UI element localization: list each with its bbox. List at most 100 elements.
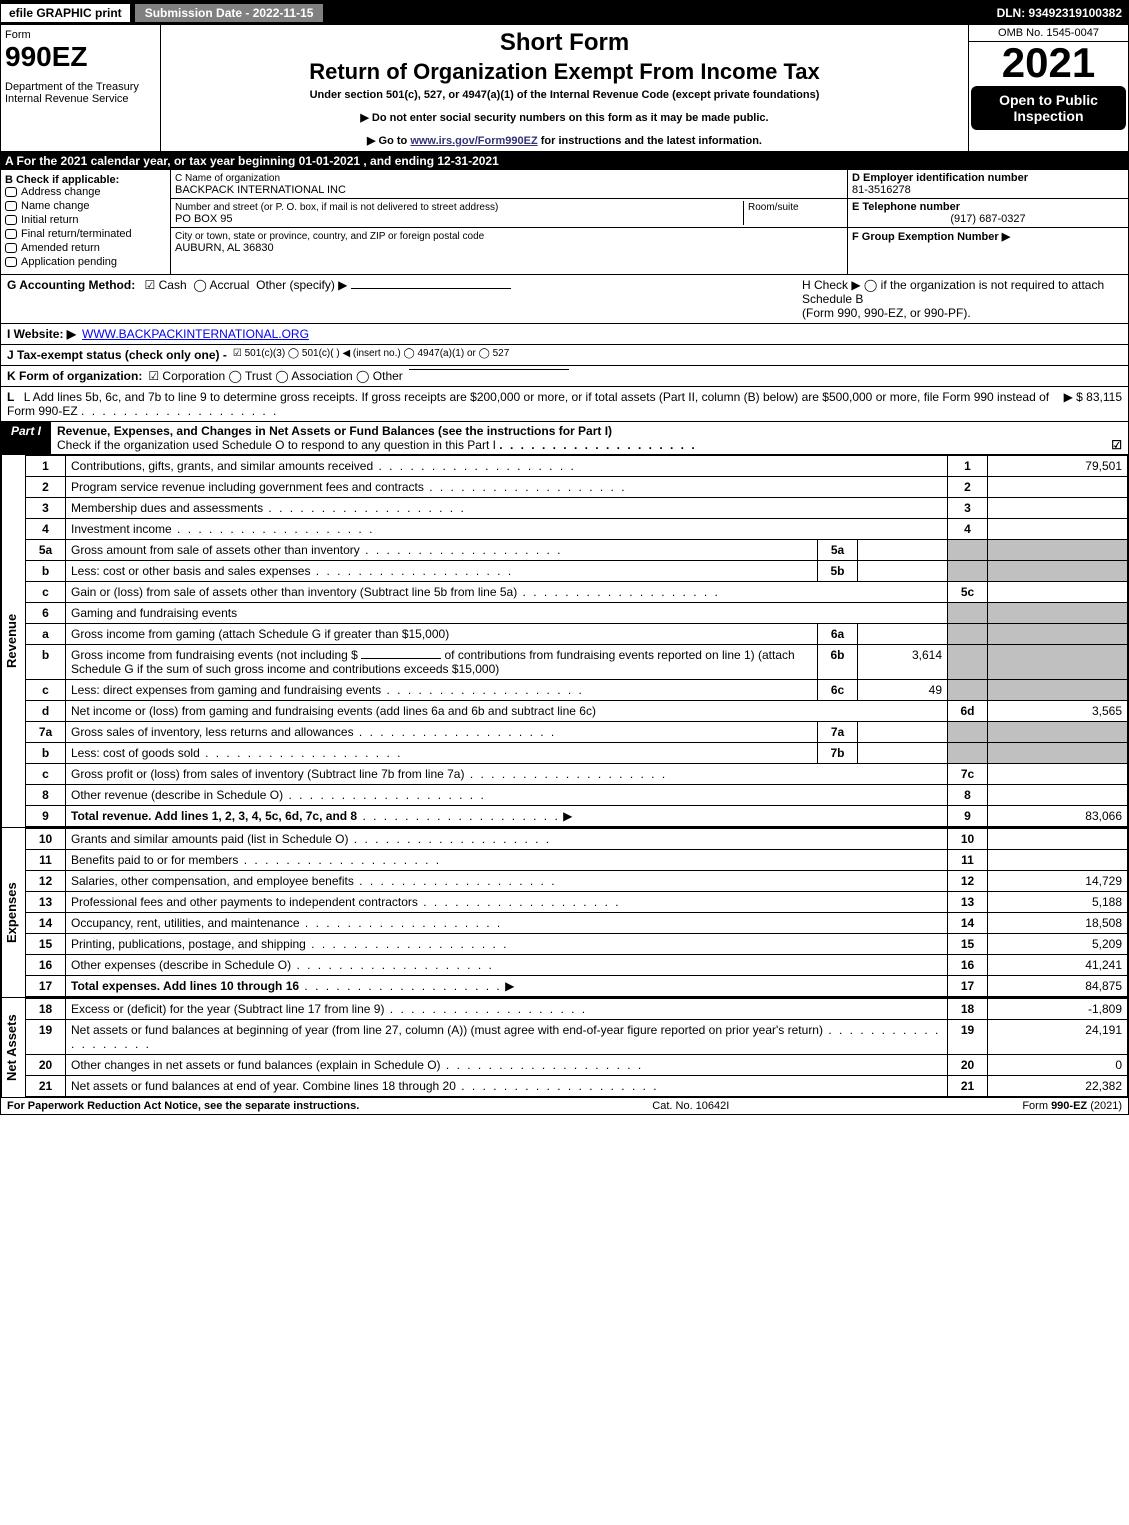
- line-3: 3Membership dues and assessments3: [26, 498, 1128, 519]
- ein-label: D Employer identification number: [852, 172, 1028, 184]
- l-amount: ▶ $ 83,115: [1064, 390, 1122, 404]
- line-20: 20Other changes in net assets or fund ba…: [26, 1055, 1128, 1076]
- j-options: ☑ 501(c)(3) ◯ 501(c)( ) ◀ (insert no.) ◯…: [233, 348, 509, 359]
- g-accrual[interactable]: ◯ Accrual: [193, 278, 249, 292]
- line-14: 14Occupancy, rent, utilities, and mainte…: [26, 913, 1128, 934]
- under-section-note: Under section 501(c), 527, or 4947(a)(1)…: [165, 89, 964, 101]
- g-cash[interactable]: ☑ Cash: [145, 278, 187, 292]
- net-assets-vertical-label: Net Assets: [1, 998, 25, 1097]
- l-dots: [81, 404, 278, 418]
- revenue-vertical-label: Revenue: [1, 455, 25, 827]
- line-7b: bLess: cost of goods sold7b: [26, 743, 1128, 764]
- line-6b: bGross income from fundraising events (n…: [26, 645, 1128, 680]
- line-11: 11Benefits paid to or for members11: [26, 850, 1128, 871]
- line-7c: cGross profit or (loss) from sales of in…: [26, 764, 1128, 785]
- net-assets-table: 18Excess or (deficit) for the year (Subt…: [25, 998, 1128, 1097]
- part-i-checkbox[interactable]: ☑: [1111, 438, 1122, 452]
- g-other-line: [351, 288, 511, 289]
- part-i-title: Revenue, Expenses, and Changes in Net As…: [51, 422, 1128, 454]
- street-label: Number and street (or P. O. box, if mail…: [175, 202, 498, 213]
- efile-print-label[interactable]: efile GRAPHIC print: [1, 4, 130, 22]
- footer-left: For Paperwork Reduction Act Notice, see …: [7, 1100, 359, 1112]
- k-options: ☑ Corporation ◯ Trust ◯ Association ◯ Ot…: [148, 369, 402, 383]
- website-link[interactable]: WWW.BACKPACKINTERNATIONAL.ORG: [82, 327, 309, 341]
- net-assets-section: Net Assets 18Excess or (deficit) for the…: [1, 998, 1128, 1098]
- line-2: 2Program service revenue including gover…: [26, 477, 1128, 498]
- org-name-value: BACKPACK INTERNATIONAL INC: [175, 184, 346, 196]
- g-other[interactable]: Other (specify) ▶: [256, 278, 347, 292]
- line-19: 19Net assets or fund balances at beginni…: [26, 1020, 1128, 1055]
- line-9: 9Total revenue. Add lines 1, 2, 3, 4, 5c…: [26, 806, 1128, 827]
- line-5a: 5aGross amount from sale of assets other…: [26, 540, 1128, 561]
- section-def: D Employer identification number 81-3516…: [848, 170, 1128, 274]
- section-i-row: I Website: ▶ WWW.BACKPACKINTERNATIONAL.O…: [1, 324, 1128, 345]
- ein-cell: D Employer identification number 81-3516…: [848, 170, 1128, 199]
- street-cell: Number and street (or P. O. box, if mail…: [171, 199, 847, 228]
- part-i-tab: Part I: [1, 422, 51, 454]
- section-b: B Check if applicable: Address change Na…: [1, 170, 171, 274]
- directive-ssn: ▶ Do not enter social security numbers o…: [165, 111, 964, 124]
- line-13: 13Professional fees and other payments t…: [26, 892, 1128, 913]
- revenue-table: 1Contributions, gifts, grants, and simil…: [25, 455, 1128, 827]
- phone-cell: E Telephone number (917) 687-0327: [848, 199, 1128, 228]
- directive-goto: ▶ Go to www.irs.gov/Form990EZ for instru…: [165, 134, 964, 147]
- footer-center: Cat. No. 10642I: [359, 1100, 1022, 1112]
- k-label: K Form of organization:: [7, 369, 142, 383]
- line-6d: dNet income or (loss) from gaming and fu…: [26, 701, 1128, 722]
- room-label: Room/suite: [748, 202, 799, 213]
- h-text2: (Form 990, 990-EZ, or 990-PF).: [802, 306, 1122, 320]
- city-cell: City or town, state or province, country…: [171, 228, 847, 256]
- line-6: 6Gaming and fundraising events: [26, 603, 1128, 624]
- check-final-return[interactable]: Final return/terminated: [5, 228, 166, 240]
- section-h: H Check ▶ ◯ if the organization is not r…: [802, 278, 1122, 320]
- part-i-header: Part I Revenue, Expenses, and Changes in…: [1, 422, 1128, 455]
- section-g-h-row: G Accounting Method: ☑ Cash ◯ Accrual Ot…: [1, 275, 1128, 324]
- header-center: Short Form Return of Organization Exempt…: [161, 25, 968, 151]
- short-form-title: Short Form: [165, 29, 964, 57]
- expenses-section: Expenses 10Grants and similar amounts pa…: [1, 828, 1128, 998]
- line-12: 12Salaries, other compensation, and empl…: [26, 871, 1128, 892]
- line-16: 16Other expenses (describe in Schedule O…: [26, 955, 1128, 976]
- form-label: Form: [5, 29, 156, 41]
- street-value: PO BOX 95: [175, 213, 232, 225]
- check-initial-return[interactable]: Initial return: [5, 214, 166, 226]
- top-bar: efile GRAPHIC print Submission Date - 20…: [1, 1, 1128, 25]
- page-footer: For Paperwork Reduction Act Notice, see …: [1, 1098, 1128, 1114]
- j-label: J Tax-exempt status (check only one) -: [7, 348, 227, 362]
- check-address-change[interactable]: Address change: [5, 186, 166, 198]
- block-bcdef: B Check if applicable: Address change Na…: [1, 170, 1128, 275]
- line-1: 1Contributions, gifts, grants, and simil…: [26, 456, 1128, 477]
- form-number: 990EZ: [5, 41, 156, 73]
- footer-right: Form 990-EZ (2021): [1022, 1100, 1122, 1112]
- line-18: 18Excess or (deficit) for the year (Subt…: [26, 999, 1128, 1020]
- section-g: G Accounting Method: ☑ Cash ◯ Accrual Ot…: [7, 278, 802, 292]
- department-label: Department of the Treasury Internal Reve…: [5, 81, 156, 105]
- line-6a: aGross income from gaming (attach Schedu…: [26, 624, 1128, 645]
- check-name-change[interactable]: Name change: [5, 200, 166, 212]
- phone-value: (917) 687-0327: [852, 213, 1124, 225]
- org-name-label: C Name of organization: [175, 173, 280, 184]
- form-container: efile GRAPHIC print Submission Date - 20…: [0, 0, 1129, 1115]
- ein-value: 81-3516278: [852, 184, 911, 196]
- line-6c: cLess: direct expenses from gaming and f…: [26, 680, 1128, 701]
- h-text1: H Check ▶ ◯ if the organization is not r…: [802, 278, 1122, 306]
- group-exemption-label: F Group Exemption Number ▶: [852, 231, 1010, 243]
- section-b-title: B Check if applicable:: [5, 174, 166, 186]
- website-label: I Website: ▶: [7, 327, 76, 341]
- line-17: 17Total expenses. Add lines 10 through 1…: [26, 976, 1128, 997]
- check-amended-return[interactable]: Amended return: [5, 242, 166, 254]
- tax-year: 2021: [969, 42, 1128, 84]
- line-5c: cGain or (loss) from sale of assets othe…: [26, 582, 1128, 603]
- section-l-row: L L Add lines 5b, 6c, and 7b to line 9 t…: [1, 387, 1128, 422]
- header-left: Form 990EZ Department of the Treasury In…: [1, 25, 161, 151]
- line-8: 8Other revenue (describe in Schedule O)8: [26, 785, 1128, 806]
- check-application-pending[interactable]: Application pending: [5, 256, 166, 268]
- form-header: Form 990EZ Department of the Treasury In…: [1, 25, 1128, 152]
- org-name-cell: C Name of organization BACKPACK INTERNAT…: [171, 170, 847, 199]
- irs-link[interactable]: www.irs.gov/Form990EZ: [410, 135, 537, 147]
- expenses-table: 10Grants and similar amounts paid (list …: [25, 828, 1128, 997]
- line-4: 4Investment income4: [26, 519, 1128, 540]
- g-label: G Accounting Method:: [7, 278, 135, 292]
- open-public-badge: Open to Public Inspection: [971, 86, 1126, 130]
- revenue-section: Revenue 1Contributions, gifts, grants, a…: [1, 455, 1128, 828]
